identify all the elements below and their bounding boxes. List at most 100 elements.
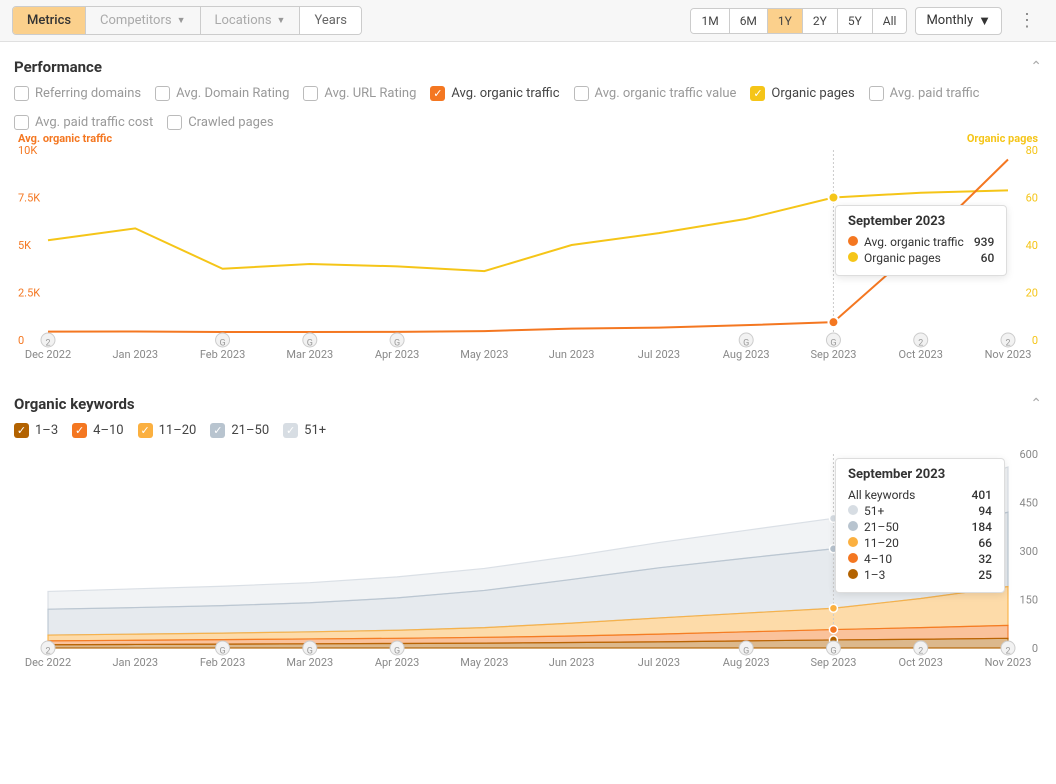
svg-text:G: G xyxy=(219,646,225,656)
svg-text:600: 600 xyxy=(1019,448,1038,461)
tooltip-row-all: All keywords 401 xyxy=(848,488,992,502)
tooltip-label: Organic pages xyxy=(864,251,941,265)
svg-text:40: 40 xyxy=(1026,239,1038,252)
checkbox-checked-icon: ✓ xyxy=(750,86,765,101)
bucket-toggles: ✓1–3 ✓ 4–10 ✓ 11–20 ✓21–50 ✓ 51+ xyxy=(14,423,1042,448)
checkbox-icon xyxy=(155,86,170,101)
section-header: Performance ⌃ xyxy=(14,52,1042,86)
range-5y[interactable]: 5Y xyxy=(838,9,873,33)
svg-text:0: 0 xyxy=(18,334,24,347)
bucket-11-20[interactable]: ✓ 11–20 xyxy=(138,423,197,438)
svg-text:2: 2 xyxy=(45,646,50,656)
metric-avg-paid-traffic[interactable]: Avg. paid traffic xyxy=(869,86,980,101)
metric-avg-organic-traffic-value[interactable]: Avg. organic traffic value xyxy=(574,86,737,101)
svg-text:150: 150 xyxy=(1019,594,1038,607)
svg-text:G: G xyxy=(830,338,836,348)
bucket-21-50[interactable]: ✓21–50 xyxy=(210,423,269,438)
tab-label: Years xyxy=(314,13,346,28)
metric-referring-domains[interactable]: Referring domains xyxy=(14,86,141,101)
tooltip-row: 11–2066 xyxy=(848,536,992,550)
tab-locations[interactable]: Locations▼ xyxy=(201,7,301,34)
chevron-down-icon: ▼ xyxy=(978,13,991,29)
svg-text:Aug 2023: Aug 2023 xyxy=(723,348,770,361)
keywords-section: Organic keywords ⌃ ✓1–3 ✓4–10 ✓11–20 ✓21… xyxy=(0,379,1056,687)
tooltip-value: 32 xyxy=(978,552,992,566)
svg-text:450: 450 xyxy=(1019,497,1038,510)
tab-competitors[interactable]: Competitors▼ xyxy=(86,7,200,34)
bucket-4-10[interactable]: ✓ 4–10 xyxy=(72,423,123,438)
tooltip-row: 4–10 32 xyxy=(848,552,992,566)
svg-text:10K: 10K xyxy=(18,144,37,157)
collapse-icon[interactable]: ⌃ xyxy=(1030,396,1042,412)
metric-avg-organic-traffic[interactable]: ✓Avg. organic traffic xyxy=(430,86,559,101)
range-6m[interactable]: 6M xyxy=(730,9,768,33)
bucket-label: 11–20 xyxy=(159,423,197,438)
range-all[interactable]: All xyxy=(873,9,907,33)
tooltip-row: 51+94 xyxy=(848,504,992,518)
svg-text:Mar 2023: Mar 2023 xyxy=(286,656,333,669)
checkbox-checked-icon: ✓ xyxy=(72,423,87,438)
svg-text:Oct 2023: Oct 2023 xyxy=(899,348,943,361)
metric-avg-paid-traffic-cost[interactable]: Avg. paid traffic cost xyxy=(14,115,153,130)
right-controls: 1M 6M 1Y 2Y 5Y All Monthly ▼ ⋮ xyxy=(690,7,1044,35)
range-2y[interactable]: 2Y xyxy=(803,9,838,33)
tab-years[interactable]: Years xyxy=(300,7,360,34)
checkbox-icon xyxy=(14,115,29,130)
bucket-label: 1–3 xyxy=(35,423,58,438)
range-1y[interactable]: 1Y xyxy=(768,9,803,33)
tooltip-title: September 2023 xyxy=(848,214,994,229)
collapse-icon[interactable]: ⌃ xyxy=(1030,59,1042,75)
svg-text:0: 0 xyxy=(1032,642,1038,655)
metric-organic-pages[interactable]: ✓Organic pages xyxy=(750,86,854,101)
svg-text:0: 0 xyxy=(1032,334,1038,347)
series-dot-icon xyxy=(848,521,858,531)
granularity-select[interactable]: Monthly ▼ xyxy=(915,7,1002,35)
tooltip-value: 60 xyxy=(981,251,995,265)
svg-text:May 2023: May 2023 xyxy=(460,656,508,669)
section-header: Organic keywords ⌃ xyxy=(14,389,1042,423)
svg-text:G: G xyxy=(743,338,749,348)
bucket-1-3[interactable]: ✓1–3 xyxy=(14,423,58,438)
tooltip-label: 4–10 xyxy=(864,552,892,566)
bucket-label: 4–10 xyxy=(93,423,123,438)
svg-text:Feb 2023: Feb 2023 xyxy=(200,656,245,669)
granularity-label: Monthly xyxy=(926,13,973,28)
svg-text:G: G xyxy=(307,338,313,348)
svg-text:2: 2 xyxy=(1005,338,1010,348)
metric-label: Avg. organic traffic value xyxy=(595,86,737,101)
chevron-down-icon: ▼ xyxy=(177,15,186,26)
right-axis-title: Organic pages xyxy=(967,132,1038,145)
tab-metrics[interactable]: Metrics xyxy=(13,7,86,34)
svg-text:Nov 2023: Nov 2023 xyxy=(985,348,1032,361)
svg-text:2: 2 xyxy=(1005,646,1010,656)
metric-avg-domain-rating[interactable]: Avg. Domain Rating xyxy=(155,86,289,101)
svg-text:G: G xyxy=(830,646,836,656)
svg-text:Dec 2022: Dec 2022 xyxy=(25,348,71,361)
tooltip-label: All keywords xyxy=(848,488,962,502)
metric-label: Referring domains xyxy=(35,86,141,101)
bucket-label: 51+ xyxy=(304,423,326,438)
metric-label: Crawled pages xyxy=(188,115,273,130)
series-dot-icon xyxy=(848,505,858,515)
series-dot-icon xyxy=(848,252,858,262)
svg-text:2.5K: 2.5K xyxy=(18,287,40,300)
tooltip-row: Avg. organic traffic 939 xyxy=(848,235,994,249)
metric-crawled-pages[interactable]: Crawled pages xyxy=(167,115,273,130)
tooltip-value: 184 xyxy=(972,520,992,534)
svg-text:Mar 2023: Mar 2023 xyxy=(286,348,333,361)
bucket-51p[interactable]: ✓ 51+ xyxy=(283,423,326,438)
range-1m[interactable]: 1M xyxy=(691,9,729,33)
more-menu-icon[interactable]: ⋮ xyxy=(1010,8,1044,34)
bucket-label: 21–50 xyxy=(231,423,269,438)
checkbox-checked-icon: ✓ xyxy=(283,423,298,438)
section-title: Performance xyxy=(14,58,102,76)
chart-tooltip: September 2023 All keywords 401 51+9421–… xyxy=(835,458,1005,593)
metric-avg-url-rating[interactable]: Avg. URL Rating xyxy=(303,86,416,101)
metric-label: Avg. organic traffic xyxy=(451,86,559,101)
tab-label: Locations xyxy=(215,13,272,28)
checkbox-icon xyxy=(303,86,318,101)
svg-text:Jul 2023: Jul 2023 xyxy=(638,656,680,669)
tooltip-row: 21–50184 xyxy=(848,520,992,534)
checkbox-checked-icon: ✓ xyxy=(138,423,153,438)
svg-text:Dec 2022: Dec 2022 xyxy=(25,656,71,669)
